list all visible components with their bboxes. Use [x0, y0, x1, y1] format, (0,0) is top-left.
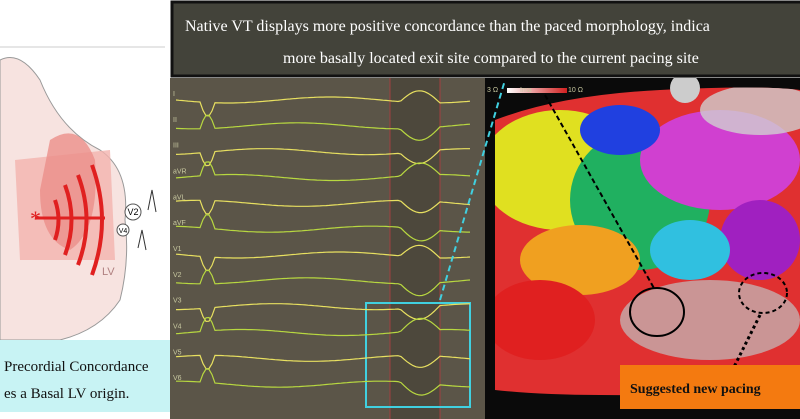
qrs-icon — [137, 229, 147, 251]
lead-label: V2 — [173, 272, 182, 279]
ecg-trace — [175, 316, 471, 337]
ecg-trace — [176, 368, 471, 396]
pointer — [544, 94, 656, 291]
highlight-box — [365, 302, 471, 408]
ecg-trace — [175, 354, 471, 370]
lead-label: III — [173, 143, 179, 150]
scale-label: 10 Ω — [568, 87, 583, 94]
caption: es a Basal LV origin. — [4, 386, 129, 402]
map-panel: 3 Ω Ima 10 Ω Suggested new pacing — [485, 73, 800, 419]
lead-label: V5 — [173, 349, 182, 356]
lead-label: aVL — [173, 194, 186, 201]
scale-bar — [507, 88, 567, 93]
callout: Suggested new pacing — [630, 382, 761, 397]
connector — [439, 79, 506, 301]
electrode — [124, 203, 142, 221]
map — [495, 87, 800, 405]
electrode — [116, 223, 130, 237]
lead-label: II — [173, 117, 177, 124]
ecg-trace — [175, 244, 471, 271]
lead-label: aVR — [173, 169, 187, 176]
lead-label: V1 — [173, 246, 182, 253]
catheter-tip — [670, 73, 700, 103]
chamber-label: LV — [102, 266, 115, 278]
ecg-trace — [175, 269, 471, 297]
waves — [53, 164, 104, 276]
ecg-trace — [175, 114, 471, 141]
caption-box — [0, 340, 190, 412]
lead-label: I — [173, 91, 175, 98]
qrs-icon — [147, 189, 157, 213]
asterisk: * — [30, 206, 41, 231]
ecg-trace — [175, 161, 471, 182]
lead-label: V2 — [127, 207, 138, 217]
scale-label: 3 Ω — [487, 87, 498, 94]
lead-label: aVF — [173, 220, 186, 227]
lead-label: V4 — [173, 324, 182, 331]
left-panel: * V2 V4 LV Precordial Concordance es a B… — [0, 0, 190, 419]
ecg-trace — [175, 90, 471, 117]
banner: Native VT displays more positive concord… — [170, 0, 800, 78]
banner-box — [170, 0, 800, 78]
callout-box — [620, 365, 800, 409]
lead-label: V6 — [173, 375, 182, 382]
exit-site — [629, 287, 685, 337]
ecg-trace — [175, 199, 471, 215]
lead-label: V3 — [173, 298, 182, 305]
pacing-site — [738, 272, 788, 314]
caption: Precordial Concordance — [4, 359, 149, 375]
scale-label: Ima — [520, 87, 532, 94]
banner-text: Native VT displays more positive concord… — [185, 18, 710, 35]
ecg-trace — [175, 214, 470, 242]
lead-label: V4 — [119, 228, 128, 235]
banner-text: more basally located exit site compared … — [283, 50, 699, 67]
ecg-trace — [176, 303, 471, 323]
